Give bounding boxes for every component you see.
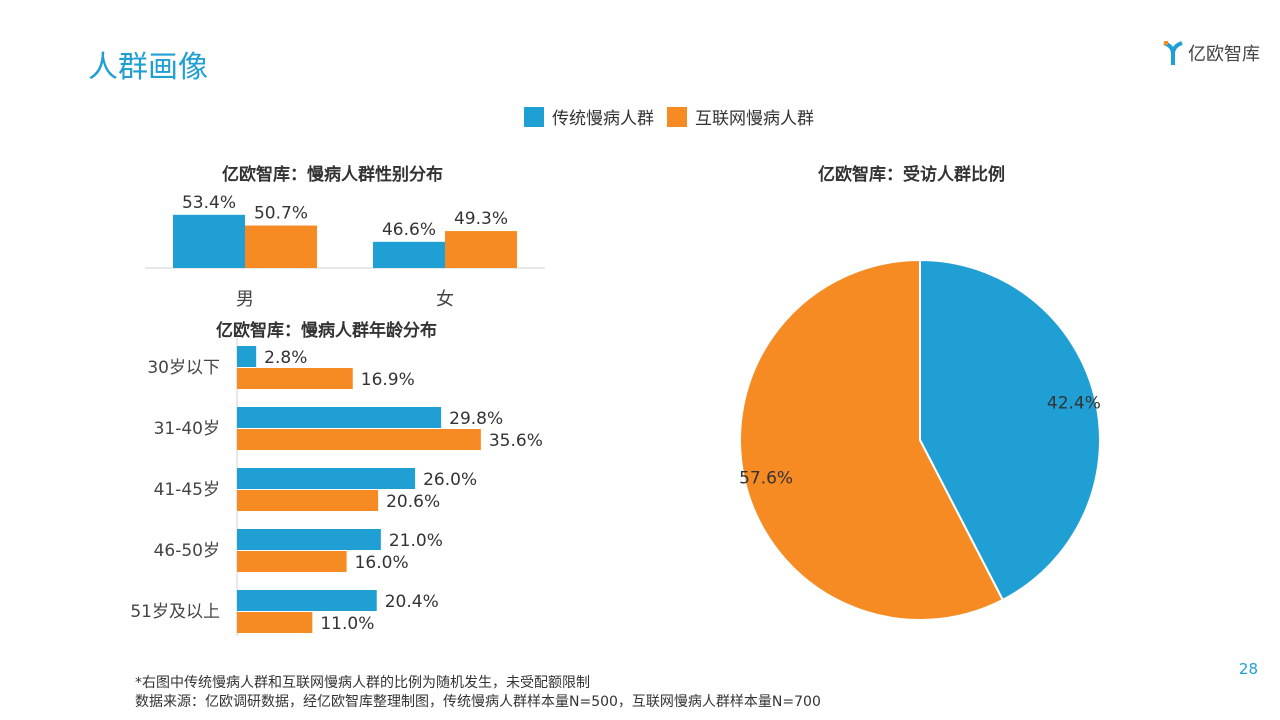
age-bar <box>237 346 257 367</box>
age-bar <box>237 429 481 450</box>
gender-bar <box>173 214 245 268</box>
gender-bar <box>373 241 445 268</box>
pie-slice <box>739 258 1005 621</box>
gender-bar <box>245 225 317 268</box>
gender-category-label: 女 <box>436 289 454 310</box>
age-bar-label: 29.8% <box>449 409 503 429</box>
age-bar <box>237 529 381 550</box>
age-bar-label: 20.4% <box>385 592 439 612</box>
pie-slice <box>919 258 1101 602</box>
age-chart-title: 亿欧智库：慢病人群年龄分布 <box>216 321 437 341</box>
age-bar-label: 16.0% <box>355 553 409 573</box>
age-bar <box>237 490 379 511</box>
age-category-label: 51岁及以上 <box>130 602 220 622</box>
gender-bar-label: 53.4% <box>182 193 236 213</box>
footnote: *右图中传统慢病人群和互联网慢病人群的比例为随机发生，未受配额限制 <box>135 675 590 691</box>
age-bar <box>237 551 347 572</box>
legend-label: 互联网慢病人群 <box>695 109 814 129</box>
gender-chart-title: 亿欧智库：慢病人群性别分布 <box>222 165 443 185</box>
gender-bar-label: 49.3% <box>454 209 508 229</box>
legend-item-internet: 互联网慢病人群 <box>667 104 814 129</box>
gender-bar <box>445 231 517 268</box>
pie-slice-label: 57.6% <box>739 468 793 488</box>
age-bar <box>237 468 416 489</box>
pie-slice-label: 42.4% <box>1047 394 1101 414</box>
age-category-label: 31-40岁 <box>154 419 220 439</box>
logo: 亿欧智库 <box>1162 40 1260 66</box>
gender-bar-label: 46.6% <box>382 220 436 240</box>
age-bar-label: 20.6% <box>386 492 440 512</box>
gender-bar-label: 50.7% <box>254 204 308 224</box>
source-note: 数据来源：亿欧调研数据，经亿欧智库整理制图，传统慢病人群样本量N=500，互联网… <box>135 694 821 710</box>
legend-item-traditional: 传统慢病人群 <box>524 104 654 129</box>
age-category-label: 41-45岁 <box>154 480 220 500</box>
age-bar-label: 2.8% <box>264 348 307 368</box>
age-bar-label: 21.0% <box>389 531 443 551</box>
age-category-label: 30岁以下 <box>147 358 220 378</box>
legend-swatch <box>667 106 687 127</box>
page-title: 人群画像 <box>88 50 208 85</box>
age-bar <box>237 368 353 389</box>
age-bar-label: 26.0% <box>423 470 477 490</box>
age-bar-label: 16.9% <box>361 370 415 390</box>
pie-chart-title: 亿欧智库：受访人群比例 <box>818 165 1005 185</box>
age-bar-label: 11.0% <box>320 614 374 634</box>
legend-swatch <box>524 106 544 127</box>
age-bar-label: 35.6% <box>489 431 543 451</box>
logo-text: 亿欧智库 <box>1188 44 1260 65</box>
page-number: 28 <box>1238 660 1258 678</box>
legend-label: 传统慢病人群 <box>552 109 654 129</box>
age-category-label: 46-50岁 <box>154 541 220 561</box>
gender-category-label: 男 <box>236 289 254 310</box>
logo-icon <box>1163 41 1183 65</box>
age-bar <box>237 612 313 633</box>
age-bar <box>237 407 442 428</box>
age-bar <box>237 590 377 611</box>
